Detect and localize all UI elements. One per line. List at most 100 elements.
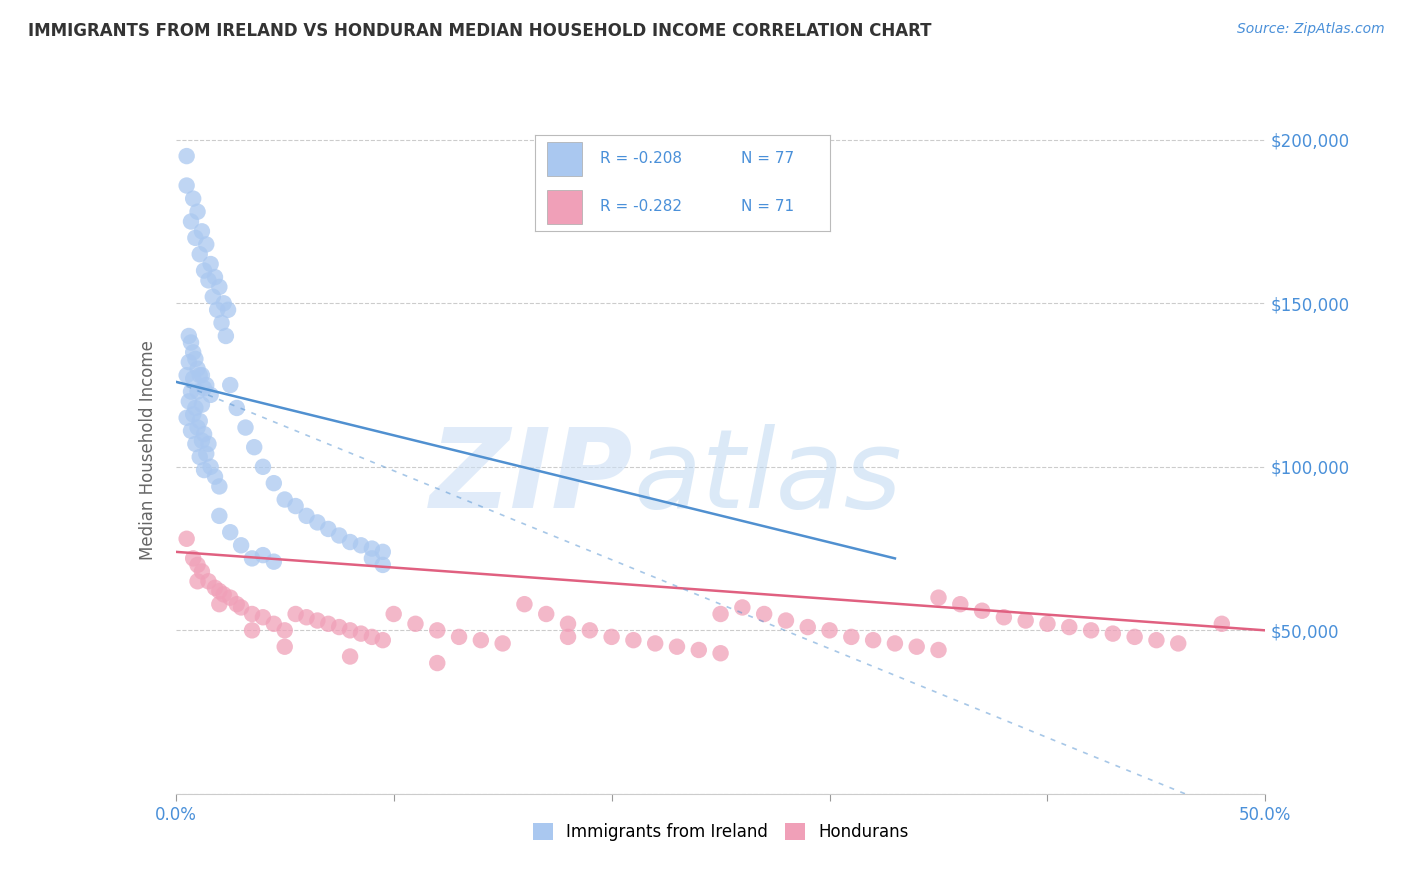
Point (993, 610, 1015, 624)
Point (177, 394, 200, 409)
Point (208, 280, 231, 294)
Point (295, 610, 318, 624)
Point (197, 273, 219, 287)
Point (180, 384, 202, 399)
Point (252, 610, 274, 624)
Point (225, 597, 247, 611)
Point (197, 437, 219, 451)
Point (252, 548, 274, 562)
Point (928, 591, 950, 605)
Point (235, 420, 257, 434)
Point (204, 270, 226, 285)
Point (193, 463, 215, 477)
Point (426, 656, 449, 670)
Point (252, 459, 274, 474)
Point (219, 591, 242, 605)
Point (1080, 624, 1102, 638)
Point (884, 636, 907, 650)
Point (188, 450, 211, 464)
Point (208, 508, 231, 523)
Point (1057, 620, 1080, 634)
Point (195, 378, 218, 392)
Point (274, 640, 297, 654)
Point (371, 558, 394, 572)
Point (184, 351, 207, 366)
Point (231, 600, 253, 615)
Text: atlas: atlas (633, 425, 903, 532)
Point (818, 624, 841, 638)
Point (195, 237, 218, 252)
Point (231, 538, 253, 552)
Point (176, 410, 198, 425)
Point (191, 565, 214, 579)
Point (1015, 614, 1038, 628)
Point (307, 614, 329, 628)
Point (208, 597, 231, 611)
Point (186, 361, 209, 376)
Point (205, 302, 228, 317)
Point (200, 388, 222, 402)
Text: Source: ZipAtlas.com: Source: ZipAtlas.com (1237, 22, 1385, 37)
Point (470, 633, 492, 648)
Point (188, 247, 211, 261)
Point (666, 640, 689, 654)
Point (360, 551, 382, 566)
Point (284, 607, 307, 621)
Point (710, 607, 733, 621)
Point (208, 479, 231, 493)
Point (382, 607, 405, 621)
Point (339, 624, 361, 638)
Point (191, 368, 214, 383)
Point (360, 630, 382, 644)
Point (274, 624, 297, 638)
Point (186, 558, 209, 572)
Point (217, 302, 239, 317)
Point (688, 643, 710, 657)
Point (219, 525, 242, 540)
Point (181, 345, 204, 359)
Point (1211, 616, 1233, 631)
Point (181, 371, 204, 385)
Point (492, 636, 515, 650)
Point (240, 551, 263, 566)
Point (579, 624, 602, 638)
Point (644, 636, 666, 650)
Point (426, 624, 449, 638)
Point (841, 630, 863, 644)
Point (970, 604, 993, 618)
Point (219, 378, 242, 392)
Point (307, 516, 329, 530)
Point (796, 620, 818, 634)
Point (263, 555, 285, 569)
Point (193, 427, 215, 442)
Point (181, 192, 204, 206)
Point (215, 329, 238, 343)
Point (295, 508, 318, 523)
Point (557, 630, 579, 644)
Point (775, 614, 797, 628)
Point (212, 296, 235, 310)
Y-axis label: Median Household Income: Median Household Income (139, 341, 157, 560)
Point (862, 633, 884, 648)
Point (318, 616, 340, 631)
Point (360, 541, 382, 556)
Point (184, 437, 207, 451)
Point (600, 630, 623, 644)
Point (208, 584, 231, 599)
Point (191, 398, 214, 412)
Point (263, 476, 285, 491)
Point (754, 607, 776, 621)
Point (318, 522, 340, 536)
Point (240, 624, 263, 638)
Point (274, 492, 297, 507)
Point (191, 434, 214, 448)
Text: ZIP: ZIP (430, 425, 633, 532)
Point (447, 630, 470, 644)
Point (1144, 633, 1167, 648)
Point (1167, 636, 1189, 650)
Point (928, 643, 950, 657)
Point (181, 551, 204, 566)
Point (177, 355, 200, 369)
Point (225, 401, 247, 415)
Point (176, 368, 198, 383)
